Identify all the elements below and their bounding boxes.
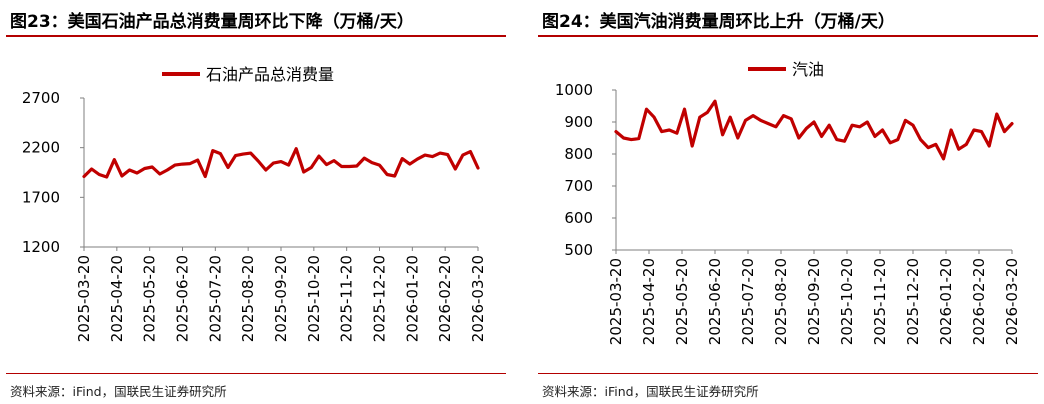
y-tick-label: 2200 bbox=[22, 139, 60, 157]
x-tick-label: 2025-12-20 bbox=[904, 258, 922, 345]
y-tick-label: 500 bbox=[564, 241, 593, 259]
series-line bbox=[82, 147, 480, 179]
source-divider bbox=[6, 373, 506, 374]
chart-panel-consumption: 图23：美国石油产品总消费量周环比下降（万桶/天） 1200 1700 2200 27… bbox=[0, 0, 510, 404]
x-tick-label: 2025-07-20 bbox=[739, 258, 757, 345]
x-tick-label: 2025-09-20 bbox=[272, 255, 290, 342]
x-tick-label: 2025-06-20 bbox=[174, 255, 192, 342]
y-tick-label: 600 bbox=[564, 209, 593, 227]
y-tick-label: 700 bbox=[564, 177, 593, 195]
source-note: 资料来源：iFind，国联民生证券研究所 bbox=[10, 384, 227, 399]
chart-panel-gasoline: 图24：美国汽油消费量周环比上升（万桶/天） 500 600 700 800 900 10… bbox=[532, 0, 1042, 404]
legend-label: 汽油 bbox=[792, 60, 824, 79]
x-tick-label: 2025-06-20 bbox=[706, 258, 724, 345]
x-tick-label: 2026-01-20 bbox=[403, 255, 421, 342]
line-chart-gasoline-consumption: 500 600 700 800 900 1000 2025-03-20 2025-04-20 2… bbox=[555, 60, 1021, 345]
x-tick-label: 2025-05-20 bbox=[673, 258, 691, 345]
y-tick-label: 900 bbox=[564, 113, 593, 131]
x-tick-label: 2026-02-20 bbox=[970, 258, 988, 345]
title-divider bbox=[538, 35, 1038, 37]
x-tick-label: 2025-08-20 bbox=[239, 255, 257, 342]
y-tick-label: 1200 bbox=[22, 238, 60, 256]
x-tick-label: 2025-10-20 bbox=[305, 255, 323, 342]
figure-title: 图24：美国汽油消费量周环比上升（万桶/天） bbox=[542, 12, 895, 32]
y-tick-label: 800 bbox=[564, 145, 593, 163]
source-divider bbox=[538, 373, 1038, 374]
y-tick-label: 1000 bbox=[555, 81, 593, 99]
x-tick-label: 2025-07-20 bbox=[206, 255, 224, 342]
x-tick-label: 2025-09-20 bbox=[805, 258, 823, 345]
x-tick-label: 2026-03-20 bbox=[469, 255, 487, 342]
x-tick-label: 2025-04-20 bbox=[108, 255, 126, 342]
x-tick-label: 2026-01-20 bbox=[937, 258, 955, 345]
legend-label: 石油产品总消费量 bbox=[206, 65, 334, 84]
x-tick-label: 2025-03-20 bbox=[75, 255, 93, 342]
x-tick-label: 2025-11-20 bbox=[338, 255, 356, 342]
x-tick-label: 2025-08-20 bbox=[772, 258, 790, 345]
x-tick-label: 2025-03-20 bbox=[607, 258, 625, 345]
x-tick-label: 2025-05-20 bbox=[141, 255, 159, 342]
x-tick-label: 2026-02-20 bbox=[436, 255, 454, 342]
y-tick-label: 1700 bbox=[22, 188, 60, 206]
x-tick-label: 2026-03-20 bbox=[1003, 258, 1021, 345]
x-tick-label: 2025-04-20 bbox=[640, 258, 658, 345]
source-note: 资料来源：iFind，国联民生证券研究所 bbox=[542, 384, 759, 399]
x-tick-label: 2025-12-20 bbox=[371, 255, 389, 342]
y-tick-label: 2700 bbox=[22, 89, 60, 107]
figure-title: 图23：美国石油产品总消费量周环比下降（万桶/天） bbox=[10, 12, 414, 32]
series-line bbox=[614, 99, 1014, 161]
x-tick-label: 2025-10-20 bbox=[838, 258, 856, 345]
line-chart-petroleum-consumption: 1200 1700 2200 2700 2025-03-20 2025-04-20 2025… bbox=[22, 65, 487, 342]
title-divider bbox=[6, 35, 506, 37]
x-tick-label: 2025-11-20 bbox=[871, 258, 889, 345]
